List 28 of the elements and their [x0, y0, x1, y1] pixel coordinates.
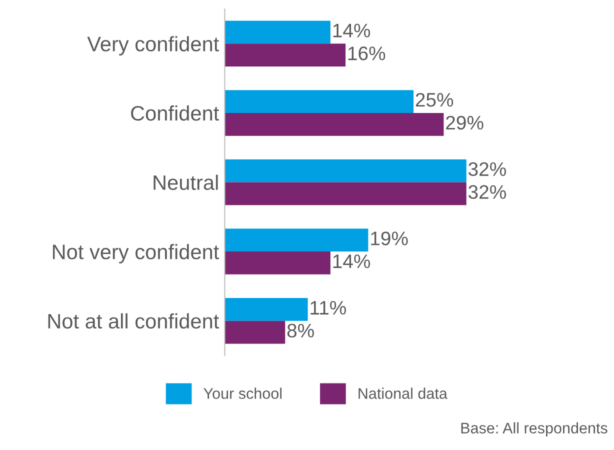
legend-label: Your school — [204, 388, 282, 399]
data-label: 8% — [287, 324, 314, 338]
bar — [224, 320, 286, 344]
data-label: 32% — [468, 162, 506, 176]
bar — [224, 159, 466, 182]
text: Base: All respondents — [461, 422, 608, 436]
bar — [224, 44, 346, 67]
data-label: 32% — [468, 185, 506, 199]
bar — [224, 90, 414, 113]
data-label: 14% — [333, 254, 370, 268]
y-tick-label: Not at all confident — [48, 313, 220, 329]
data-label: 11% — [310, 300, 346, 315]
data-label: 14% — [333, 24, 370, 38]
y-tick-label: Confident — [131, 105, 220, 121]
bar — [224, 20, 330, 44]
bar — [224, 112, 444, 136]
bar — [224, 298, 308, 321]
data-label: 29% — [446, 116, 484, 130]
y-tick-label: Very confident — [87, 36, 220, 56]
y-tick-label: Neutral — [154, 174, 218, 190]
data-label: 16% — [348, 46, 386, 60]
data-label: 25% — [416, 92, 454, 107]
bar — [224, 182, 466, 206]
legend-label: National data — [358, 388, 448, 399]
bar — [224, 252, 330, 274]
y-tick-label: Not very confident — [52, 244, 220, 264]
data-label: 19% — [371, 232, 408, 246]
bar — [224, 228, 368, 252]
